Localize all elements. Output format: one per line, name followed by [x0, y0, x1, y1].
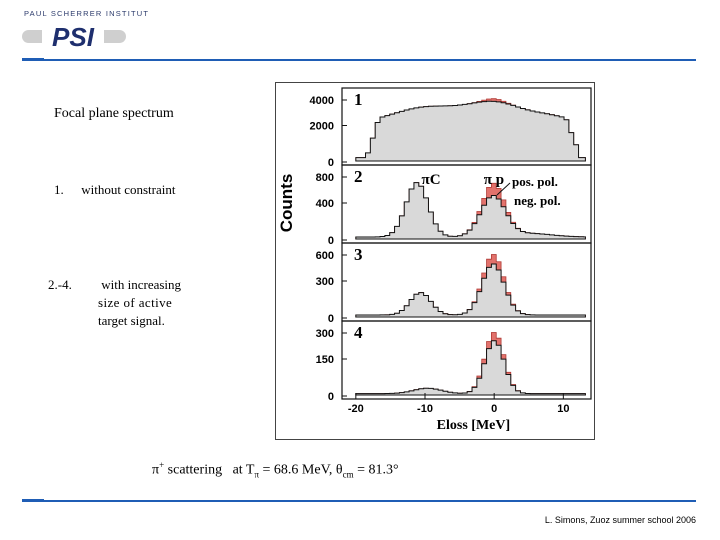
pos-pol-label: pos. pol.	[512, 174, 558, 189]
figure-caption: π+ scattering at Tπ = 68.6 MeV, θcm = 81…	[152, 460, 399, 480]
neg-pol-histogram	[355, 100, 586, 162]
y-tick-label: 0	[328, 157, 334, 169]
pos-pol-pointer	[496, 182, 511, 196]
top-rule	[22, 59, 696, 61]
y-tick-label: 0	[328, 235, 334, 247]
x-axis-label: Eloss [MeV]	[437, 418, 511, 433]
y-tick-label: 0	[328, 313, 334, 325]
pip-peak-label: π p	[484, 172, 504, 188]
bottom-rule	[22, 500, 696, 502]
list-item-2: 2.-4. with increasing	[48, 276, 181, 293]
panel-label: 4	[354, 323, 363, 342]
y-tick-label: 4000	[310, 95, 334, 107]
pic-peak-label: πC	[422, 172, 441, 188]
y-tick-label: 150	[316, 354, 334, 366]
panel-label: 2	[354, 167, 363, 186]
y-tick-label: 0	[328, 391, 334, 403]
list-item-1: 1. without constraint	[54, 181, 176, 198]
y-tick-label: 2000	[310, 121, 334, 133]
y-tick-label: 300	[316, 328, 334, 340]
spectrum-figure: 4000 2000 0 1 800 400 0 2 600 300 0 3 300 150 0 4 -20 -10…	[275, 82, 595, 440]
panel-label: 3	[354, 245, 363, 264]
list-item-number: 1.	[54, 182, 64, 197]
panel-label: 1	[354, 90, 363, 109]
x-tick-label: 0	[491, 403, 497, 415]
list-item-text: without constraint	[81, 182, 176, 197]
list-item-text-line-1: with increasing	[101, 277, 182, 292]
pos-pol-histogram	[355, 254, 586, 318]
list-item-number: 2.-4.	[48, 277, 72, 292]
institute-name: PAUL SCHERRER INSTITUT	[24, 9, 150, 18]
psi-logo: PSI	[22, 22, 128, 55]
bottom-rule-accent	[22, 499, 44, 502]
psi-mark: PSI	[52, 24, 95, 50]
x-tick-label: -10	[417, 403, 433, 415]
y-tick-label: 800	[316, 172, 334, 184]
y-tick-label: 400	[316, 198, 334, 210]
y-tick-label: 300	[316, 276, 334, 288]
panel-frame	[341, 242, 592, 322]
neg-pol-histogram	[355, 340, 586, 396]
neg-pol-histogram	[355, 263, 586, 318]
slide-heading: Focal plane spectrum	[54, 106, 174, 121]
y-axis-label: Counts	[277, 174, 296, 233]
y-tick-label: 600	[316, 250, 334, 262]
x-tick-label: -20	[348, 403, 364, 415]
pos-pol-histogram	[355, 332, 586, 396]
top-rule-accent	[22, 58, 44, 61]
neg-pol-label: neg. pol.	[514, 193, 561, 208]
list-item-2-line-3: target signal.	[98, 313, 165, 328]
x-tick-label: 10	[557, 403, 569, 415]
list-item-2-line-2: size of active	[98, 295, 173, 310]
neg-pol-histogram	[355, 182, 586, 240]
panel-frame	[341, 320, 592, 400]
footer-credit: L. Simons, Zuoz summer school 2006	[544, 515, 696, 525]
